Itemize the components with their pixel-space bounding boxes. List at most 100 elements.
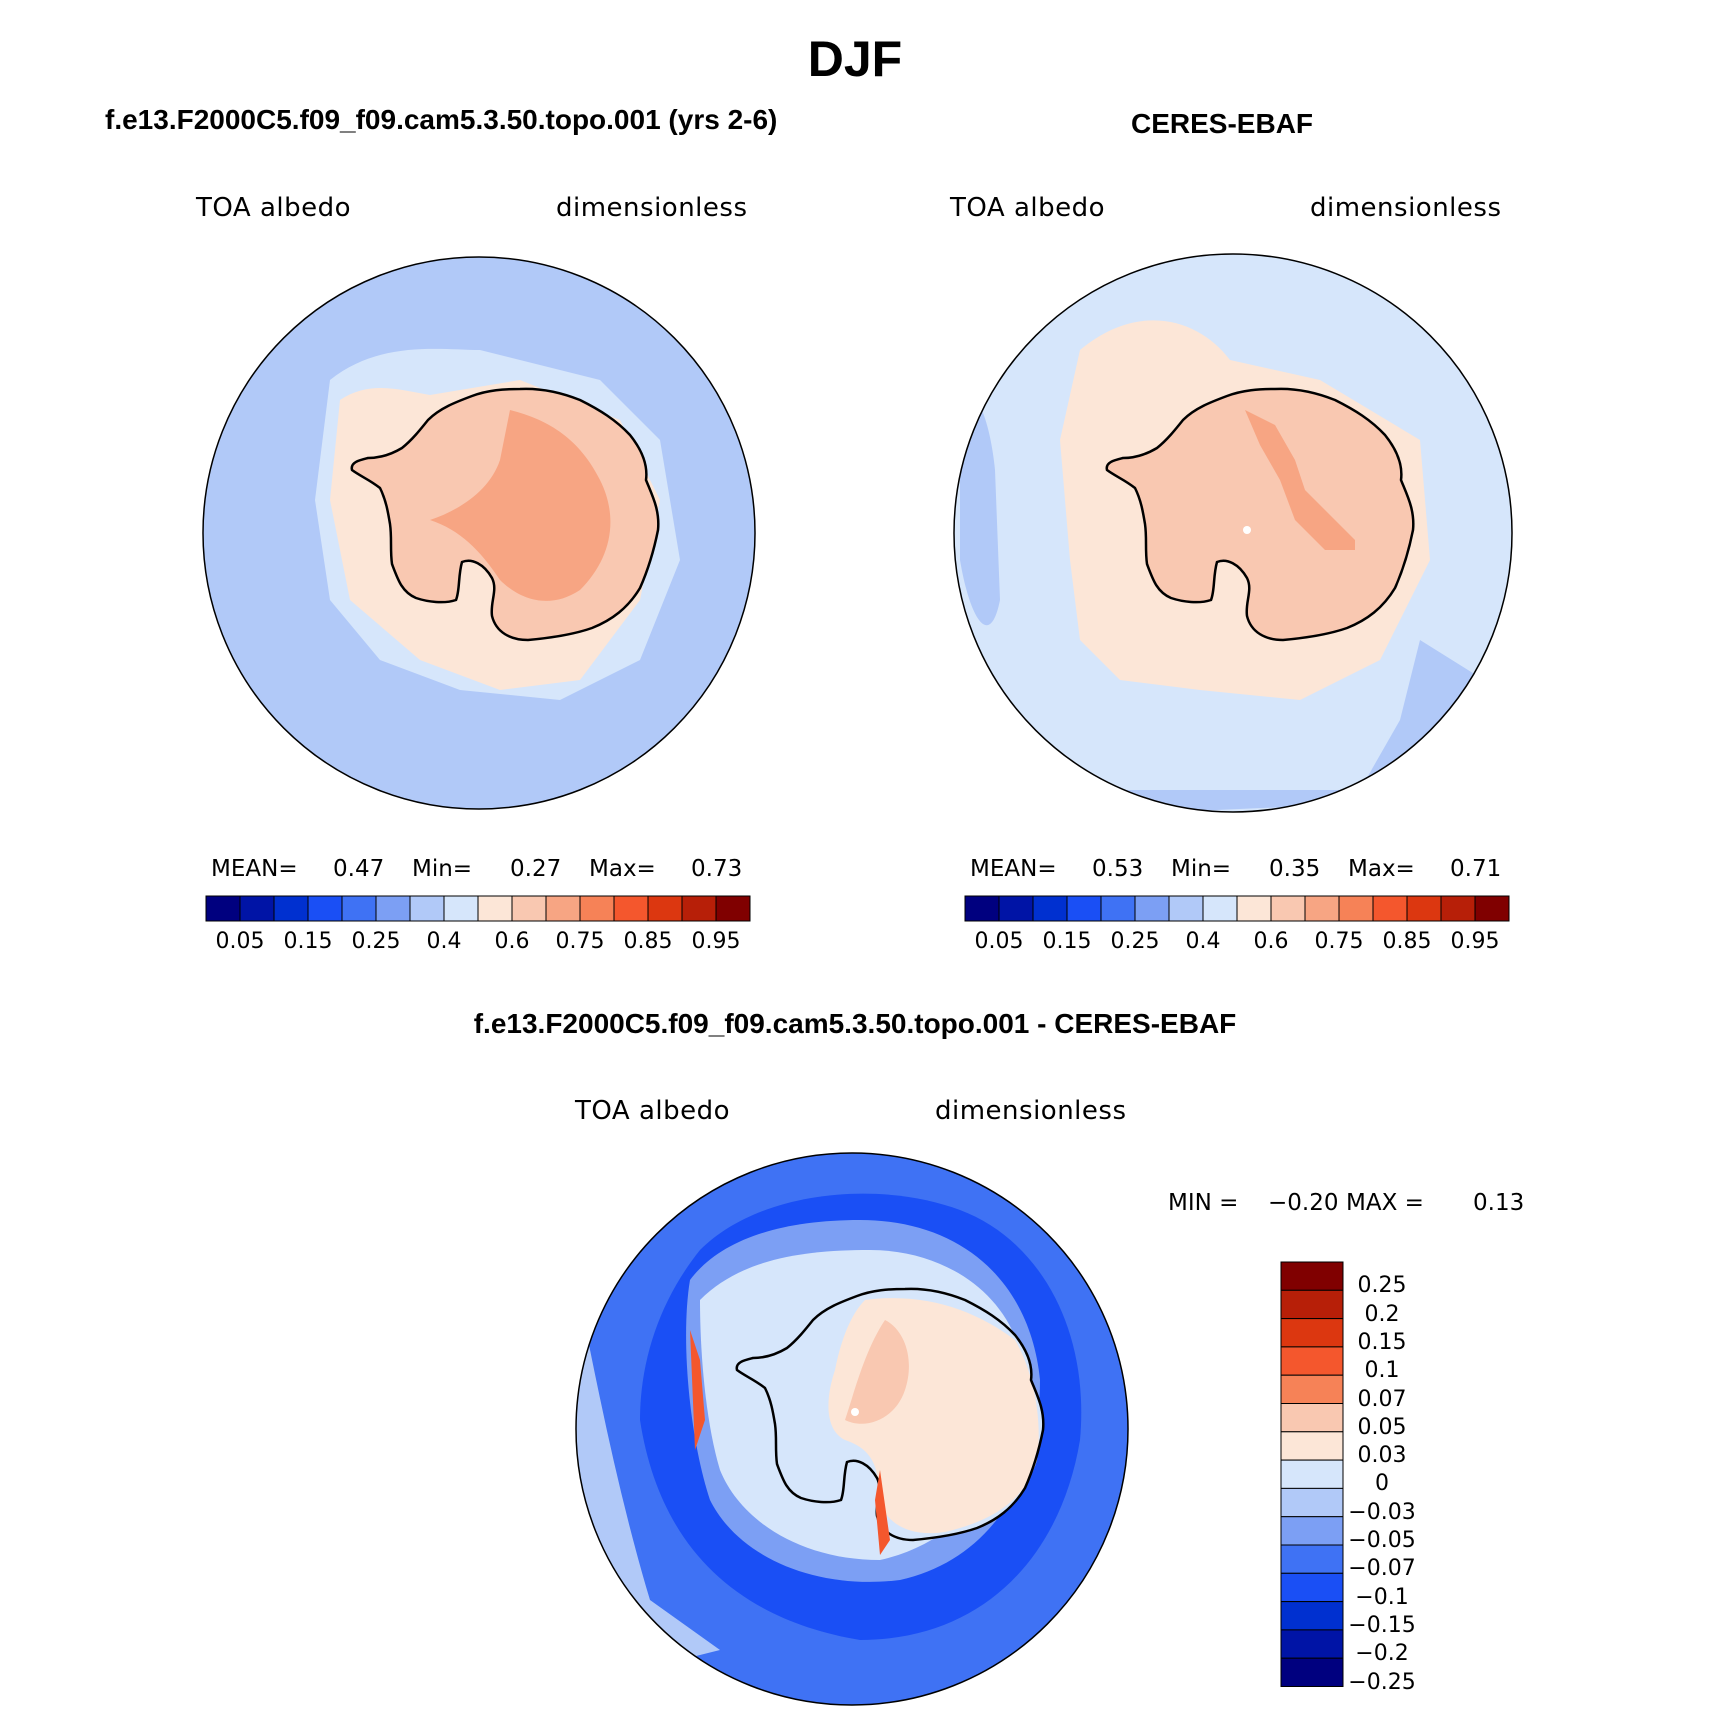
colorbar-swatch bbox=[1280, 1289, 1344, 1320]
colorbar-swatch bbox=[1280, 1629, 1344, 1659]
colorbar-tick-label: 0.05 bbox=[974, 929, 1024, 954]
difference-min-label: MIN = bbox=[1168, 1190, 1239, 1216]
colorbar-swatch bbox=[1474, 895, 1510, 922]
colorbar-tick-label: −0.05 bbox=[1348, 1528, 1416, 1553]
colorbar-tick-label: 0.25 bbox=[351, 929, 401, 954]
colorbar-tick-label: −0.2 bbox=[1355, 1641, 1409, 1667]
colorbar-swatch bbox=[1032, 895, 1068, 922]
model-map bbox=[202, 256, 756, 810]
colorbar-swatch bbox=[1280, 1403, 1344, 1433]
panel-1-mean-label: MEAN= bbox=[211, 856, 298, 882]
colorbar-tick-label: 0.2 bbox=[1364, 1301, 1400, 1327]
panel-2-variable-label: TOA albedo bbox=[950, 193, 1106, 223]
colorbar-tick-label: −0.25 bbox=[1348, 1669, 1416, 1695]
colorbar-swatch bbox=[1280, 1431, 1344, 1461]
colorbar-tick-label: 0.85 bbox=[1382, 929, 1432, 954]
panel-2-min-label: Min= bbox=[1171, 856, 1232, 882]
colorbar-swatch bbox=[1202, 895, 1238, 922]
colorbar-swatch bbox=[239, 895, 275, 922]
panel-1-max-label: Max= bbox=[589, 856, 656, 882]
colorbar-tick-label: 0.07 bbox=[1357, 1386, 1407, 1412]
panel-1-min-value: 0.27 bbox=[510, 856, 562, 882]
colorbar-swatch bbox=[1280, 1572, 1344, 1603]
colorbar-tick-label: 0.05 bbox=[215, 929, 265, 954]
colorbar-tick-label: 0.25 bbox=[1357, 1273, 1407, 1299]
colorbar-swatch bbox=[1280, 1374, 1344, 1404]
difference-max-value: 0.13 bbox=[1473, 1190, 1525, 1216]
colorbar-swatch bbox=[1280, 1657, 1344, 1687]
colorbar-swatch bbox=[1280, 1516, 1344, 1546]
panel-1-max-value: 0.73 bbox=[691, 856, 743, 882]
colorbar-swatch bbox=[1406, 895, 1442, 922]
colorbar-tick-label: 0.75 bbox=[1314, 929, 1364, 954]
colorbar-swatch bbox=[1236, 895, 1272, 922]
colorbar-obs bbox=[964, 895, 1510, 922]
colorbar-swatch bbox=[1440, 895, 1476, 922]
colorbar-tick-label: 0.03 bbox=[1357, 1443, 1407, 1469]
colorbar-swatch bbox=[964, 895, 1000, 922]
colorbar-tick-label: 0.05 bbox=[1357, 1414, 1407, 1440]
difference-min-value: −0.20 bbox=[1268, 1190, 1339, 1216]
obs-map bbox=[953, 253, 1513, 813]
panel-1-variable-label: TOA albedo bbox=[196, 193, 352, 223]
colorbar-tick-label: 0.15 bbox=[283, 929, 333, 954]
difference-units-label: dimensionless bbox=[935, 1096, 1127, 1126]
panel-2-mean-label: MEAN= bbox=[970, 856, 1057, 882]
colorbar-swatch bbox=[647, 895, 683, 922]
colorbar-swatch bbox=[545, 895, 581, 922]
colorbar-swatch bbox=[307, 895, 343, 922]
panel-2-max-label: Max= bbox=[1348, 856, 1415, 882]
colorbar-swatch bbox=[1134, 895, 1170, 922]
colorbar-swatch bbox=[341, 895, 377, 922]
panel-1-min-label: Min= bbox=[412, 856, 473, 882]
colorbar-swatch bbox=[1280, 1544, 1344, 1574]
colorbar-tick-label: 0.25 bbox=[1110, 929, 1160, 954]
difference-variable-label: TOA albedo bbox=[575, 1096, 731, 1126]
panel-2-units-label: dimensionless bbox=[1310, 193, 1502, 223]
colorbar-model bbox=[205, 895, 751, 922]
difference-max-label: MAX = bbox=[1346, 1190, 1424, 1216]
colorbar-swatch bbox=[1338, 895, 1374, 922]
colorbar-swatch bbox=[1066, 895, 1102, 922]
colorbar-swatch bbox=[1280, 1346, 1344, 1376]
colorbar-tick-label: 0.15 bbox=[1042, 929, 1092, 954]
colorbar-swatch bbox=[1100, 895, 1136, 922]
colorbar-swatch bbox=[1280, 1459, 1344, 1489]
figure-title: DJF bbox=[807, 31, 903, 87]
colorbar-tick-label: 0.85 bbox=[623, 929, 673, 954]
colorbar-swatch bbox=[579, 895, 615, 922]
colorbar-swatch bbox=[613, 895, 649, 922]
difference-map bbox=[575, 1152, 1129, 1706]
colorbar-swatch bbox=[511, 895, 547, 922]
colorbar-swatch bbox=[1304, 895, 1340, 922]
colorbar-swatch bbox=[205, 895, 241, 922]
colorbar-tick-label: 0.75 bbox=[555, 929, 605, 954]
colorbar-tick-label: 0.15 bbox=[1357, 1329, 1407, 1355]
colorbar-swatch bbox=[443, 895, 479, 922]
panel-2-max-value: 0.71 bbox=[1450, 856, 1502, 882]
colorbar-tick-label: −0.03 bbox=[1348, 1499, 1416, 1525]
colorbar-swatch bbox=[715, 895, 751, 922]
colorbar-swatch bbox=[998, 895, 1034, 922]
panel-2-mean-value: 0.53 bbox=[1092, 856, 1144, 882]
colorbar-tick-label: 0.95 bbox=[1450, 929, 1500, 954]
panel-1-mean-value: 0.47 bbox=[333, 856, 385, 882]
colorbar-tick-label: −0.07 bbox=[1348, 1556, 1416, 1582]
colorbar-swatch bbox=[1280, 1261, 1344, 1291]
colorbar-tick-label: 0.95 bbox=[691, 929, 741, 954]
colorbar-tick-label: 0.4 bbox=[426, 929, 462, 954]
colorbar-tick-label: 0.6 bbox=[1253, 929, 1289, 954]
colorbar-swatch bbox=[1270, 895, 1306, 922]
panel-2-title: CERES-EBAF bbox=[1131, 108, 1314, 139]
colorbar-swatch bbox=[273, 895, 309, 922]
colorbar-swatch bbox=[1372, 895, 1408, 922]
colorbar-tick-label: 0.6 bbox=[494, 929, 530, 954]
colorbar-swatch bbox=[1280, 1487, 1344, 1518]
colorbar-tick-label: −0.15 bbox=[1348, 1612, 1416, 1638]
colorbar-difference bbox=[1280, 1261, 1344, 1687]
colorbar-swatch bbox=[681, 895, 717, 922]
colorbar-tick-label: −0.1 bbox=[1355, 1584, 1409, 1610]
panel-1-title: f.e13.F2000C5.f09_f09.cam5.3.50.topo.001… bbox=[105, 104, 778, 135]
colorbar-swatch bbox=[1168, 895, 1204, 922]
